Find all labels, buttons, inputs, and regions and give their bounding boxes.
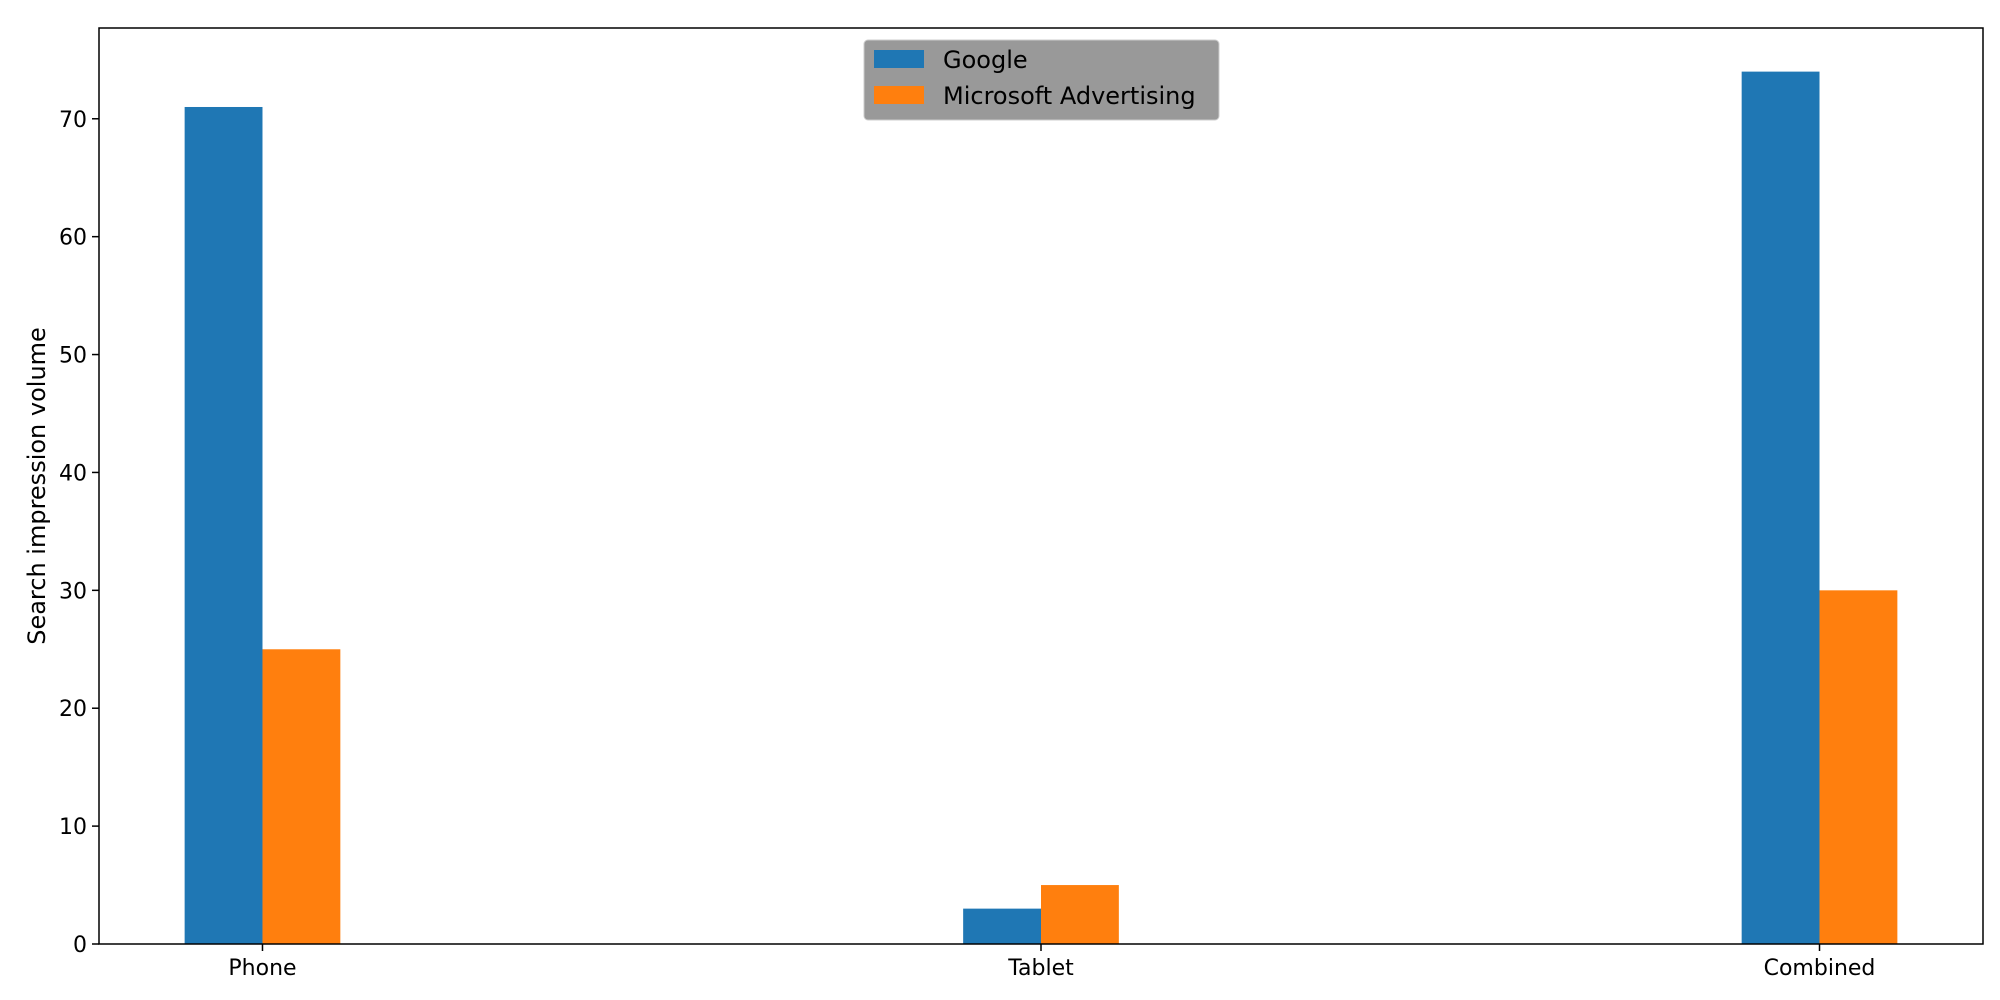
legend-swatch-google — [874, 50, 924, 68]
y-axis: 0 10 20 30 40 50 60 70 — [59, 108, 99, 958]
y-tick-label: 30 — [59, 579, 87, 604]
legend-swatch-microsoft-advertising — [874, 86, 924, 104]
y-tick-label: 0 — [73, 933, 87, 958]
y-tick-label: 40 — [59, 461, 87, 486]
y-tick-label: 20 — [59, 697, 87, 722]
y-tick-label: 10 — [59, 815, 87, 840]
x-axis: Phone Tablet Combined — [228, 944, 1875, 981]
x-tick-label: Tablet — [1007, 956, 1074, 981]
legend-label-microsoft-advertising: Microsoft Advertising — [943, 82, 1196, 110]
bar-google-combined — [1742, 72, 1820, 944]
x-tick-label: Phone — [228, 956, 296, 981]
bar-microsoft-advertising-phone — [262, 649, 340, 944]
bar-microsoft-advertising-tablet — [1041, 885, 1119, 944]
plot-frame — [99, 28, 1983, 944]
y-tick-label: 60 — [59, 226, 87, 251]
legend: Google Microsoft Advertising — [864, 40, 1219, 120]
bars-layer — [185, 72, 1898, 944]
bar-google-tablet — [963, 909, 1041, 944]
y-tick-label: 70 — [59, 108, 87, 133]
bar-google-phone — [185, 107, 263, 944]
x-tick-label: Combined — [1764, 956, 1876, 981]
bar-microsoft-advertising-combined — [1820, 590, 1898, 944]
legend-label-google: Google — [943, 46, 1028, 74]
y-axis-label: Search impression volume — [23, 327, 51, 645]
y-tick-label: 50 — [59, 344, 87, 369]
